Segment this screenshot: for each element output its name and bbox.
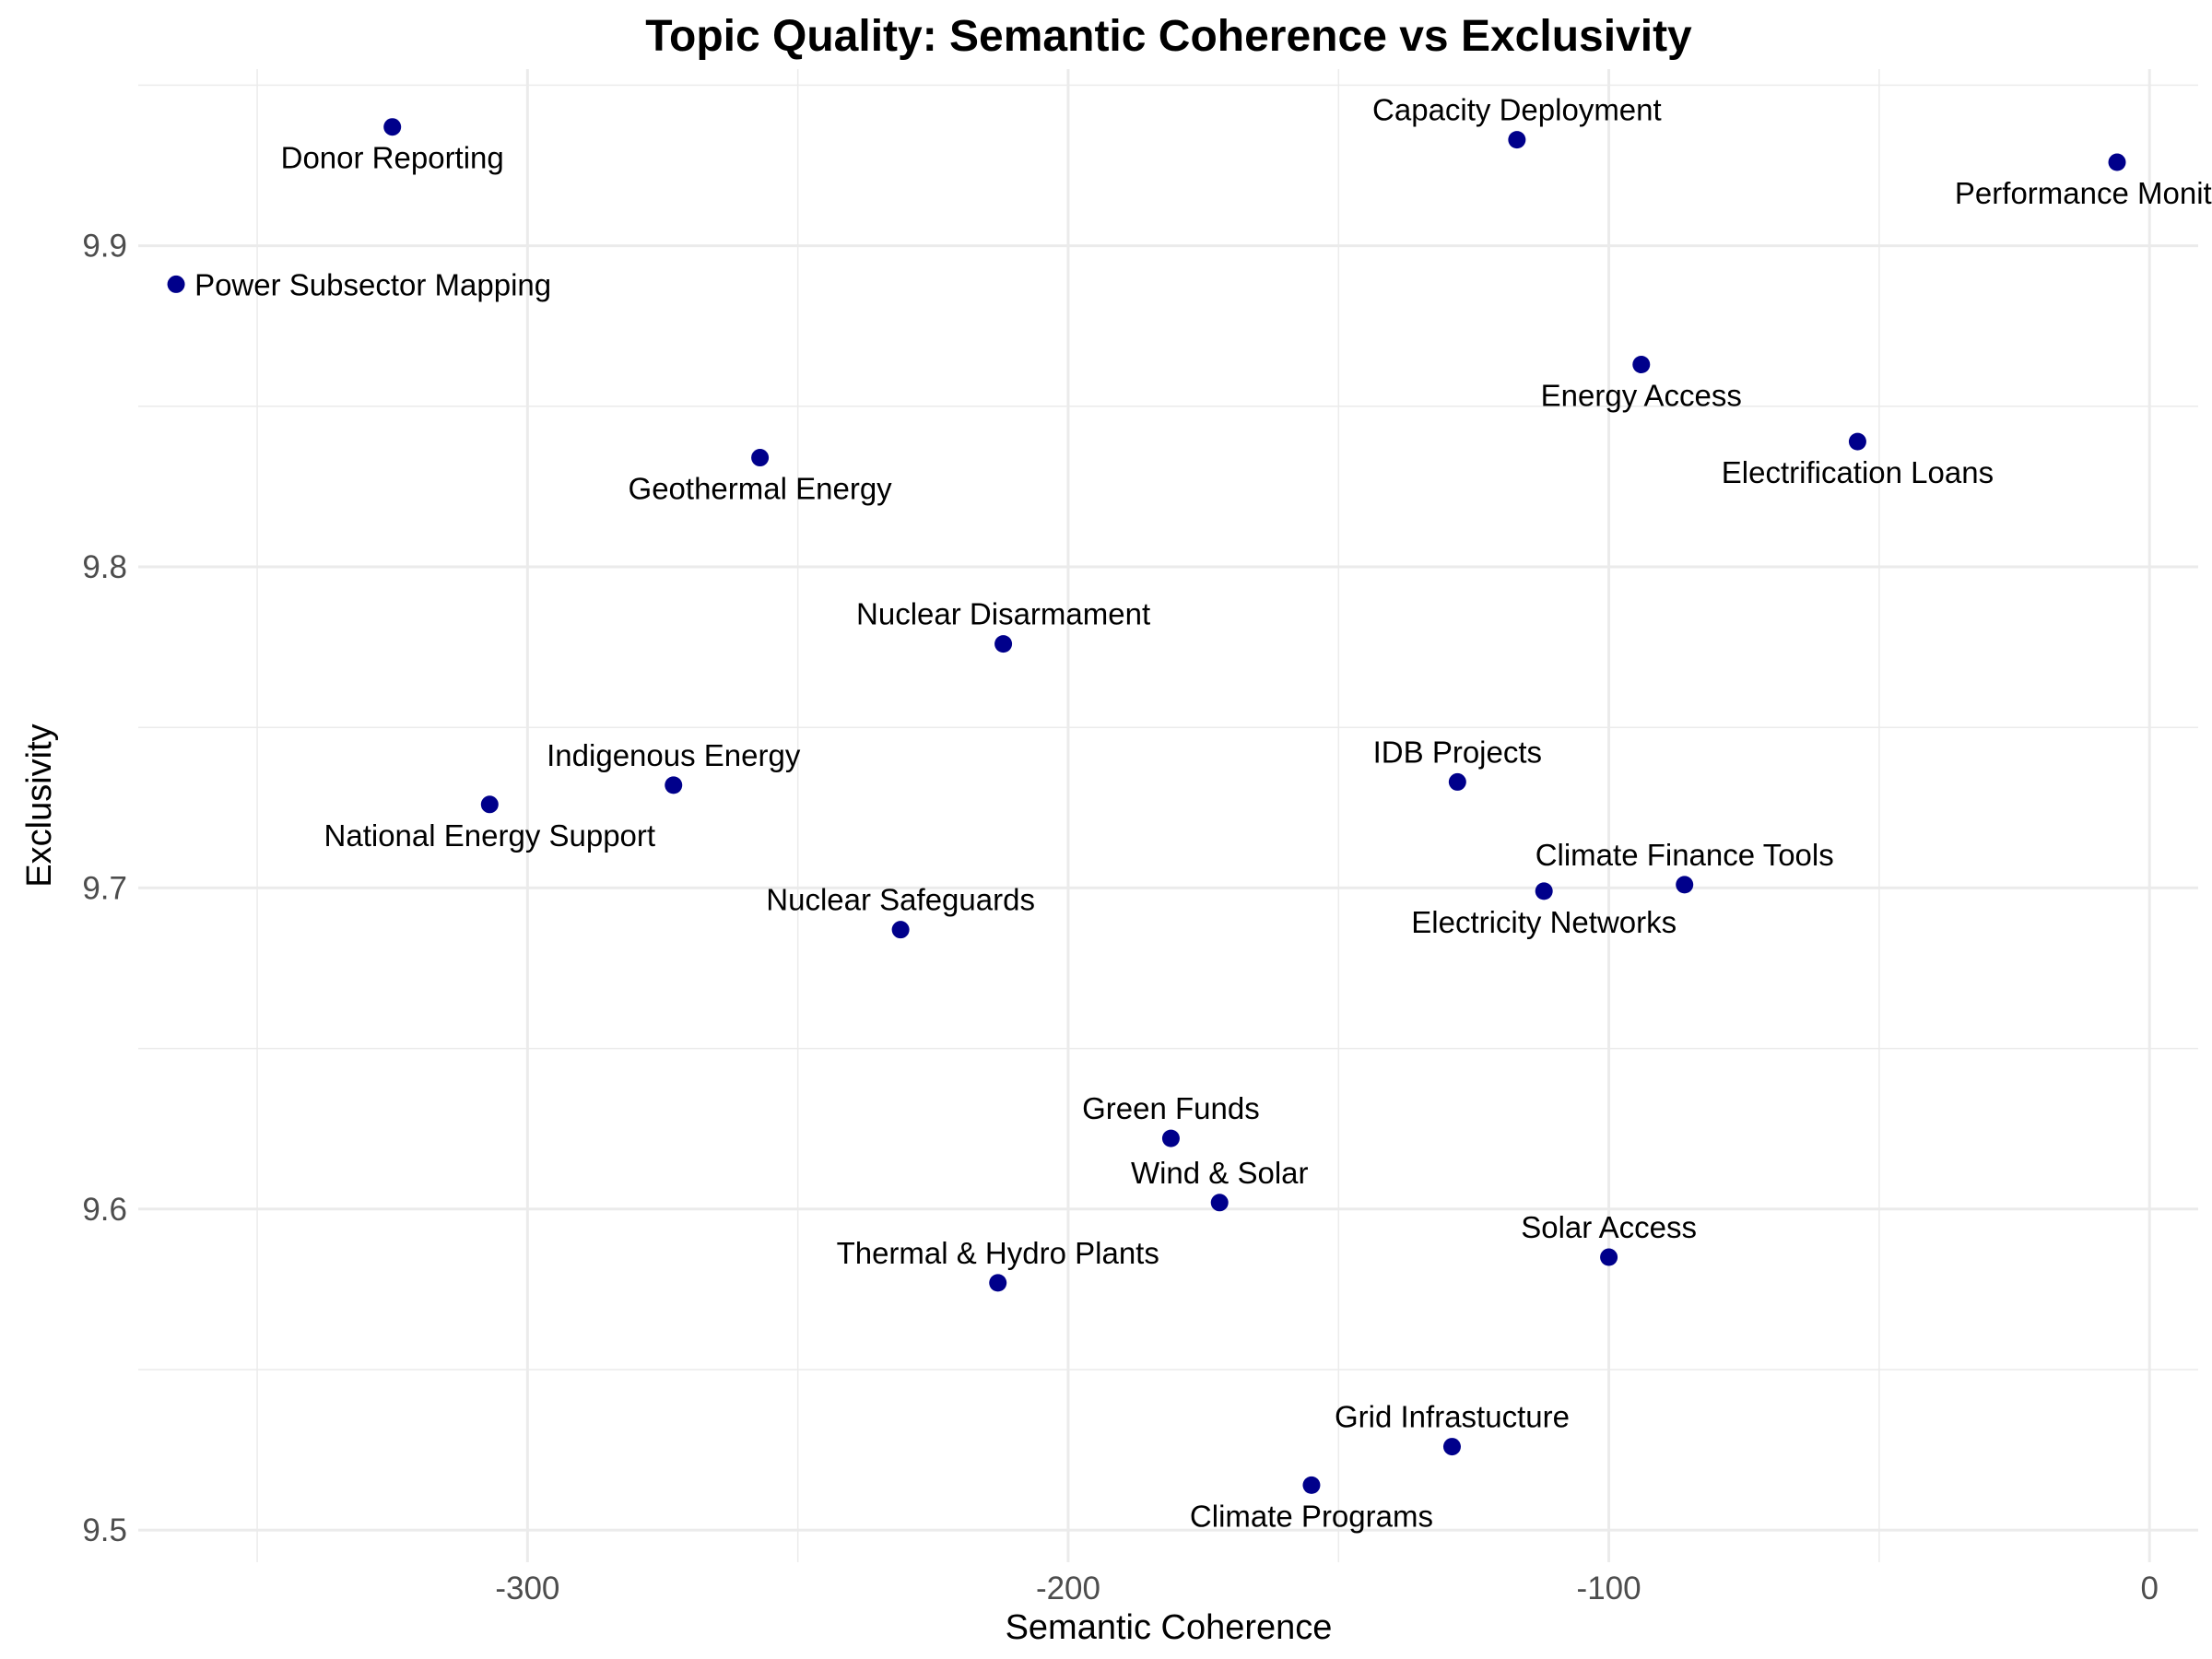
point-label: Energy Access: [1541, 379, 1742, 413]
point-label: Solar Access: [1521, 1210, 1697, 1244]
y-tick-label: 9.5: [82, 1512, 127, 1548]
data-point: [2108, 153, 2126, 171]
point-label: Indigenous Energy: [547, 738, 801, 772]
point-label: Climate Finance Tools: [1535, 838, 1834, 872]
point-label: Electricity Networks: [1411, 905, 1677, 939]
y-axis-title: Exclusivity: [20, 724, 59, 887]
data-point: [1448, 772, 1466, 791]
y-tick-label: 9.8: [82, 549, 127, 585]
point-label: IDB Projects: [1373, 735, 1542, 769]
data-point: [1676, 876, 1694, 894]
y-tick-label: 9.6: [82, 1192, 127, 1228]
data-point: [1442, 1438, 1461, 1456]
data-point: [1161, 1129, 1180, 1147]
point-label: Grid Infrastucture: [1335, 1400, 1570, 1434]
data-point: [994, 635, 1013, 653]
point-label: Power Subsector Mapping: [194, 267, 551, 301]
point-label: Performance Monitoring: [1955, 176, 2212, 210]
data-point: [989, 1274, 1007, 1292]
point-label: National Energy Support: [324, 818, 656, 853]
data-point: [1600, 1248, 1618, 1266]
point-label: Electrification Loans: [1722, 455, 1994, 489]
data-point: [480, 795, 499, 814]
axis-ticks: -300 -200 -100 0 9.5 9.6 9.7 9.8 9.9: [82, 229, 2159, 1606]
data-point: [891, 921, 910, 939]
data-point: [751, 449, 770, 467]
x-tick-label: -200: [1036, 1571, 1100, 1606]
point-label: Capacity Deployment: [1372, 93, 1662, 127]
gridlines: [138, 69, 2198, 1562]
point-label: Thermal & Hydro Plants: [837, 1236, 1159, 1270]
data-points: [167, 118, 2126, 1494]
x-tick-label: -100: [1577, 1571, 1641, 1606]
data-point: [1210, 1194, 1229, 1212]
data-point: [1632, 356, 1651, 374]
x-tick-label: 0: [2140, 1571, 2158, 1606]
point-label: Geothermal Energy: [629, 472, 893, 506]
chart-title: Topic Quality: Semantic Coherence vs Exc…: [645, 12, 1692, 61]
x-axis-title: Semantic Coherence: [1006, 1608, 1333, 1647]
point-label: Climate Programs: [1190, 1499, 1433, 1533]
x-tick-label: -300: [495, 1571, 559, 1606]
point-labels: Donor Reporting Power Subsector Mapping Ca…: [194, 93, 2212, 1534]
point-label: Donor Reporting: [281, 141, 504, 175]
data-point: [1508, 131, 1526, 149]
y-tick-label: 9.7: [82, 870, 127, 906]
point-label: Green Funds: [1082, 1091, 1260, 1125]
data-point: [665, 776, 683, 794]
data-point: [1848, 432, 1866, 451]
data-point: [1302, 1476, 1321, 1494]
data-point: [383, 118, 402, 136]
data-point: [1535, 882, 1553, 900]
point-label: Nuclear Disarmament: [856, 597, 1150, 631]
y-tick-label: 9.9: [82, 229, 127, 265]
point-label: Wind & Solar: [1131, 1156, 1309, 1190]
point-label: Nuclear Safeguards: [766, 883, 1035, 917]
data-point: [167, 275, 185, 293]
